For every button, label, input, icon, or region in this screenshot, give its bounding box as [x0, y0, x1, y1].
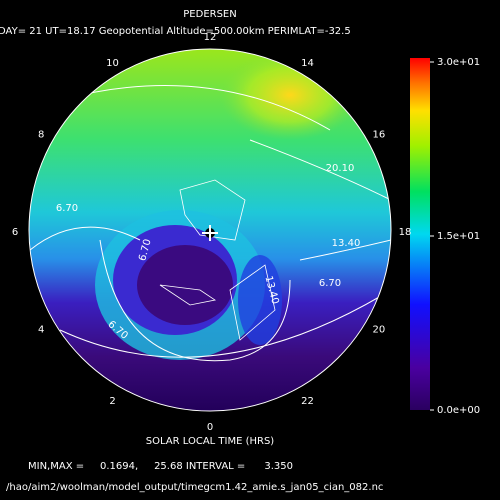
contour-label: 13.40: [332, 238, 361, 249]
file-path: /hao/aim2/woolman/model_output/timegcm1.…: [6, 482, 383, 493]
colorbar-label: 3.0e+01: [437, 57, 480, 68]
hour-label: 18: [399, 227, 412, 238]
hour-label: 16: [373, 130, 386, 141]
colorbar-label: 0.0e+00: [437, 405, 480, 416]
hour-label: 22: [301, 396, 314, 407]
field: [29, 49, 391, 411]
hour-label: 8: [38, 130, 44, 141]
title: PEDERSEN: [183, 9, 236, 20]
hour-label: 2: [109, 396, 115, 407]
hour-label: 10: [106, 58, 119, 69]
contour-label: 6.70: [319, 278, 341, 289]
hour-label: 20: [373, 325, 386, 336]
stats: MIN,MAX = 0.1694, 25.68 INTERVAL = 3.350: [28, 461, 293, 472]
hour-label: 4: [38, 325, 44, 336]
contour-label: 6.70: [56, 203, 78, 214]
hour-label: 12: [204, 32, 217, 43]
colorbar-label: 1.5e+01: [437, 231, 480, 242]
colorbar: [410, 58, 430, 410]
hour-label: 14: [301, 58, 314, 69]
contour-label: 20.10: [326, 163, 355, 174]
axis-label: SOLAR LOCAL TIME (HRS): [146, 436, 275, 447]
hour-label: 6: [12, 227, 18, 238]
map-edge: [28, 48, 392, 412]
center-marker: [202, 225, 218, 241]
subtitle: DAY= 21 UT=18.17 Geopotential Altitude=5…: [0, 26, 351, 37]
hour-label: 0: [207, 422, 213, 433]
